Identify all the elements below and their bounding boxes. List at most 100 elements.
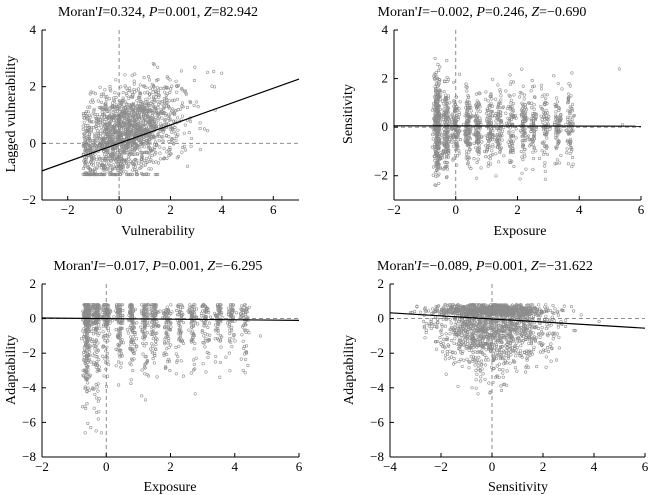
data-point [167,113,171,117]
data-point [216,332,220,336]
data-point [122,115,126,119]
data-point [144,125,148,129]
data-point [103,88,107,92]
data-point [110,319,114,323]
data-point [142,344,146,348]
data-point [126,106,130,110]
data-point [164,113,168,117]
x-axis-label: Exposure [494,224,547,239]
data-point [522,152,526,156]
data-point [543,161,547,165]
data-point [474,146,478,150]
data-point [83,431,87,435]
data-point [101,149,106,153]
data-point [529,89,533,93]
data-point [538,156,542,161]
data-point [201,362,205,366]
data-point [113,145,117,149]
data-point [564,122,568,126]
data-point [131,122,135,126]
data-point [150,113,154,117]
data-point [81,112,86,116]
panel-vulnerability: Moran'I=0.324, P=0.001, Z=82.942 Vulnera… [4,5,300,239]
data-point [102,136,106,140]
data-point [214,354,218,358]
data-point [129,106,133,111]
data-point [165,92,169,96]
data-point [475,160,479,165]
data-point [106,326,110,330]
data-point [128,128,132,132]
data-point [531,150,535,154]
data-point [523,154,527,158]
data-point [456,115,460,119]
data-point [475,111,479,115]
data-point [150,342,154,346]
data-point [81,172,85,177]
data-point [475,118,479,122]
data-point [83,146,87,150]
data-point [108,332,112,336]
data-point [152,100,156,104]
data-point [93,139,97,143]
data-point [143,398,148,402]
data-point [87,350,91,354]
data-point [129,381,133,385]
data-point [101,156,105,160]
data-point [494,97,498,101]
data-point [147,75,151,79]
data-point [520,139,524,143]
data-point [137,114,141,118]
data-point [98,144,102,148]
data-point [148,92,152,96]
data-point [106,126,110,131]
y-tick-label: 2 [30,79,37,94]
data-point [93,132,97,136]
data-point [86,105,90,109]
data-point [88,119,92,123]
data-point [134,337,139,341]
data-point [126,164,130,168]
data-point [170,130,174,134]
data-point [508,361,512,365]
data-point [193,392,197,396]
data-point [133,158,137,162]
data-point [479,166,483,170]
data-point [144,342,148,346]
data-point [101,163,105,167]
data-point [128,131,132,135]
data-point [149,347,153,351]
data-point [142,145,147,149]
data-point [446,107,450,111]
data-point [188,303,192,307]
data-point [165,104,169,108]
data-point [108,84,112,89]
data-point [117,360,121,364]
data-point [125,328,129,332]
data-point [106,159,110,163]
data-point [170,84,174,88]
data-point [442,90,446,94]
data-point [139,108,144,112]
data-point [113,110,117,114]
data-point [129,378,133,382]
data-point [82,120,86,124]
data-point [170,109,174,113]
data-point [159,86,163,90]
data-point [131,369,135,373]
data-point [499,94,503,98]
data-point [121,159,125,163]
data-point [501,105,506,109]
data-point [528,144,532,148]
data-point [103,129,107,134]
data-point [479,375,483,379]
data-point [175,360,179,364]
data-point [202,334,206,338]
data-point [539,114,543,118]
data-point [507,131,511,135]
data-point [170,140,174,144]
data-point [91,90,95,94]
data-point [120,164,124,168]
data-point [125,172,129,177]
data-point [234,311,238,315]
